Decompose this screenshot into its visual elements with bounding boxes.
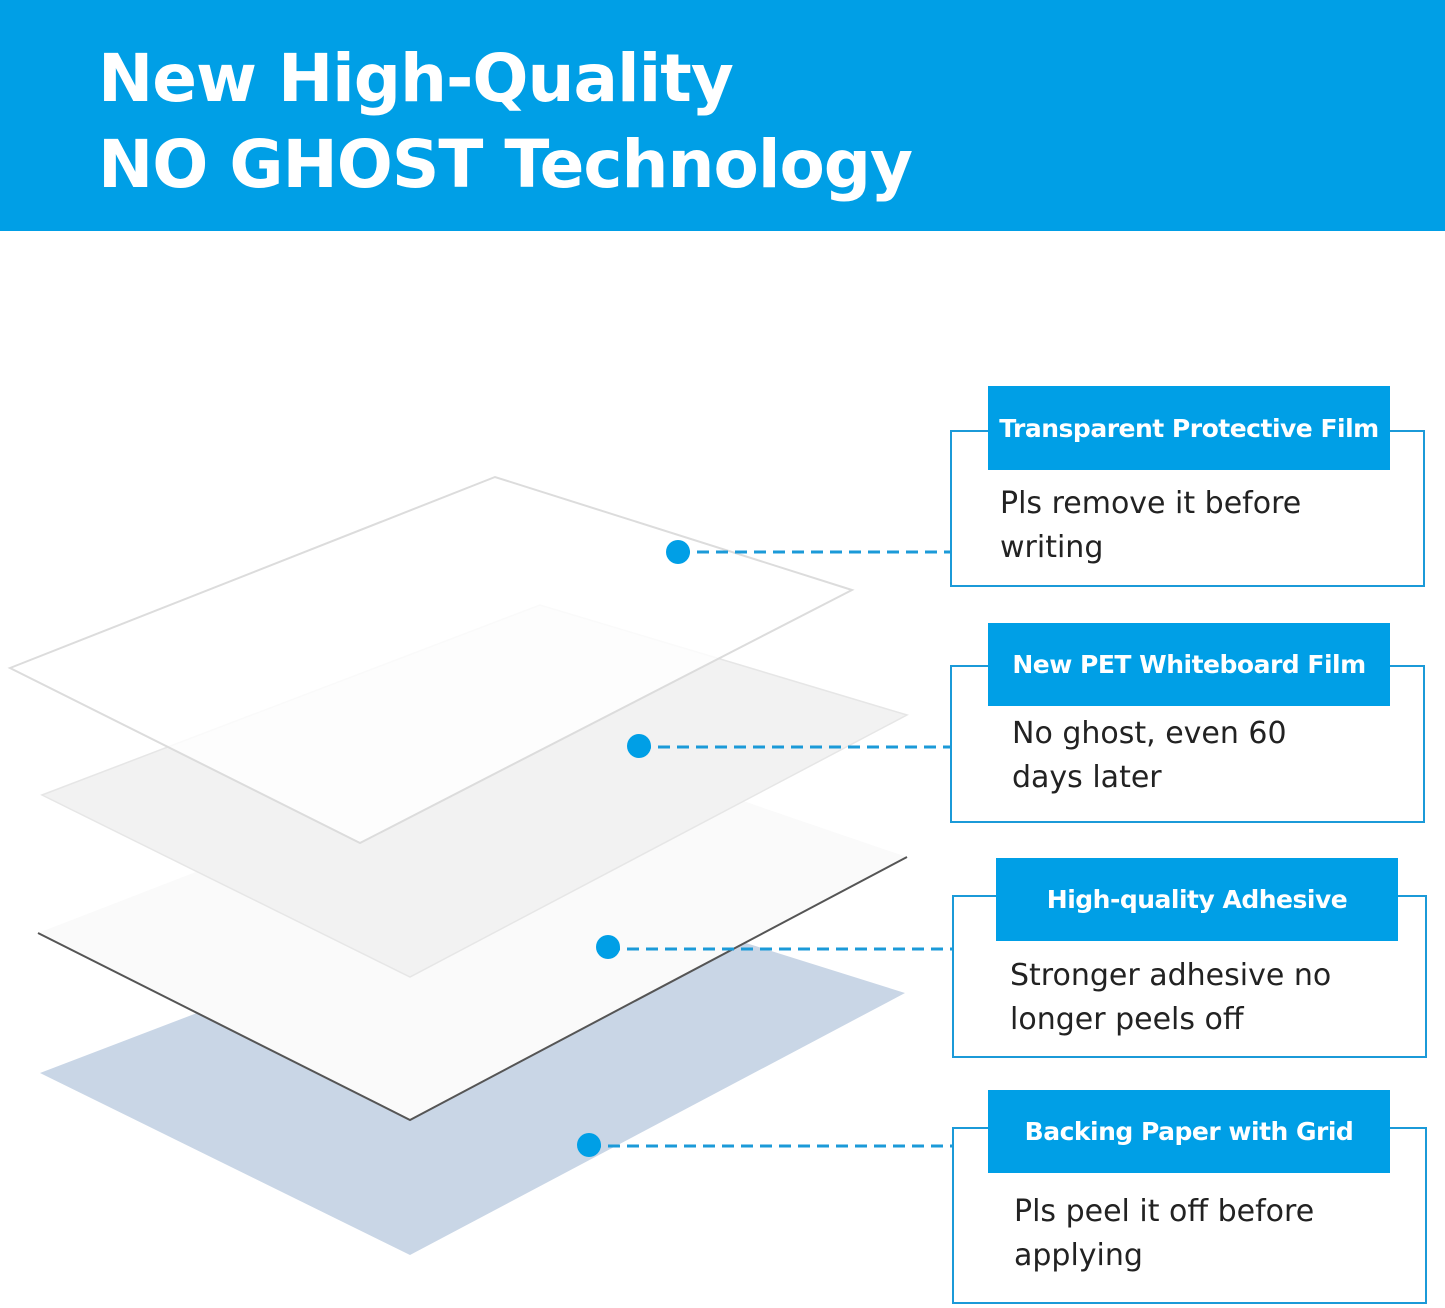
title-banner: New High-Quality NO GHOST Technology — [0, 0, 1445, 231]
callout-title-1: Transparent Protective Film — [988, 386, 1390, 470]
protective-film-layer — [7, 475, 855, 845]
title-line-1: New High-Quality — [98, 40, 734, 117]
connector-dot-2 — [627, 734, 651, 758]
callout-title-3: High-quality Adhesive — [996, 858, 1398, 941]
title-line-2: NO GHOST Technology — [98, 126, 913, 203]
callout-desc-3: Stronger adhesive no longer peels off — [1010, 958, 1332, 1037]
connector-dot-3 — [596, 935, 620, 959]
callout-title-2: New PET Whiteboard Film — [988, 623, 1390, 706]
callout-title-4: Backing Paper with Grid — [988, 1090, 1390, 1173]
adhesive-layer-edge — [37, 856, 908, 1122]
callout-desc-4: Pls peel it off before applying — [1014, 1194, 1315, 1273]
callout-desc-2: No ghost, even 60 days later — [1012, 716, 1287, 795]
callout-desc-1: Pls remove it before writing — [1000, 486, 1302, 565]
connector-dot-1 — [666, 540, 690, 564]
connector-dot-4 — [577, 1133, 601, 1157]
